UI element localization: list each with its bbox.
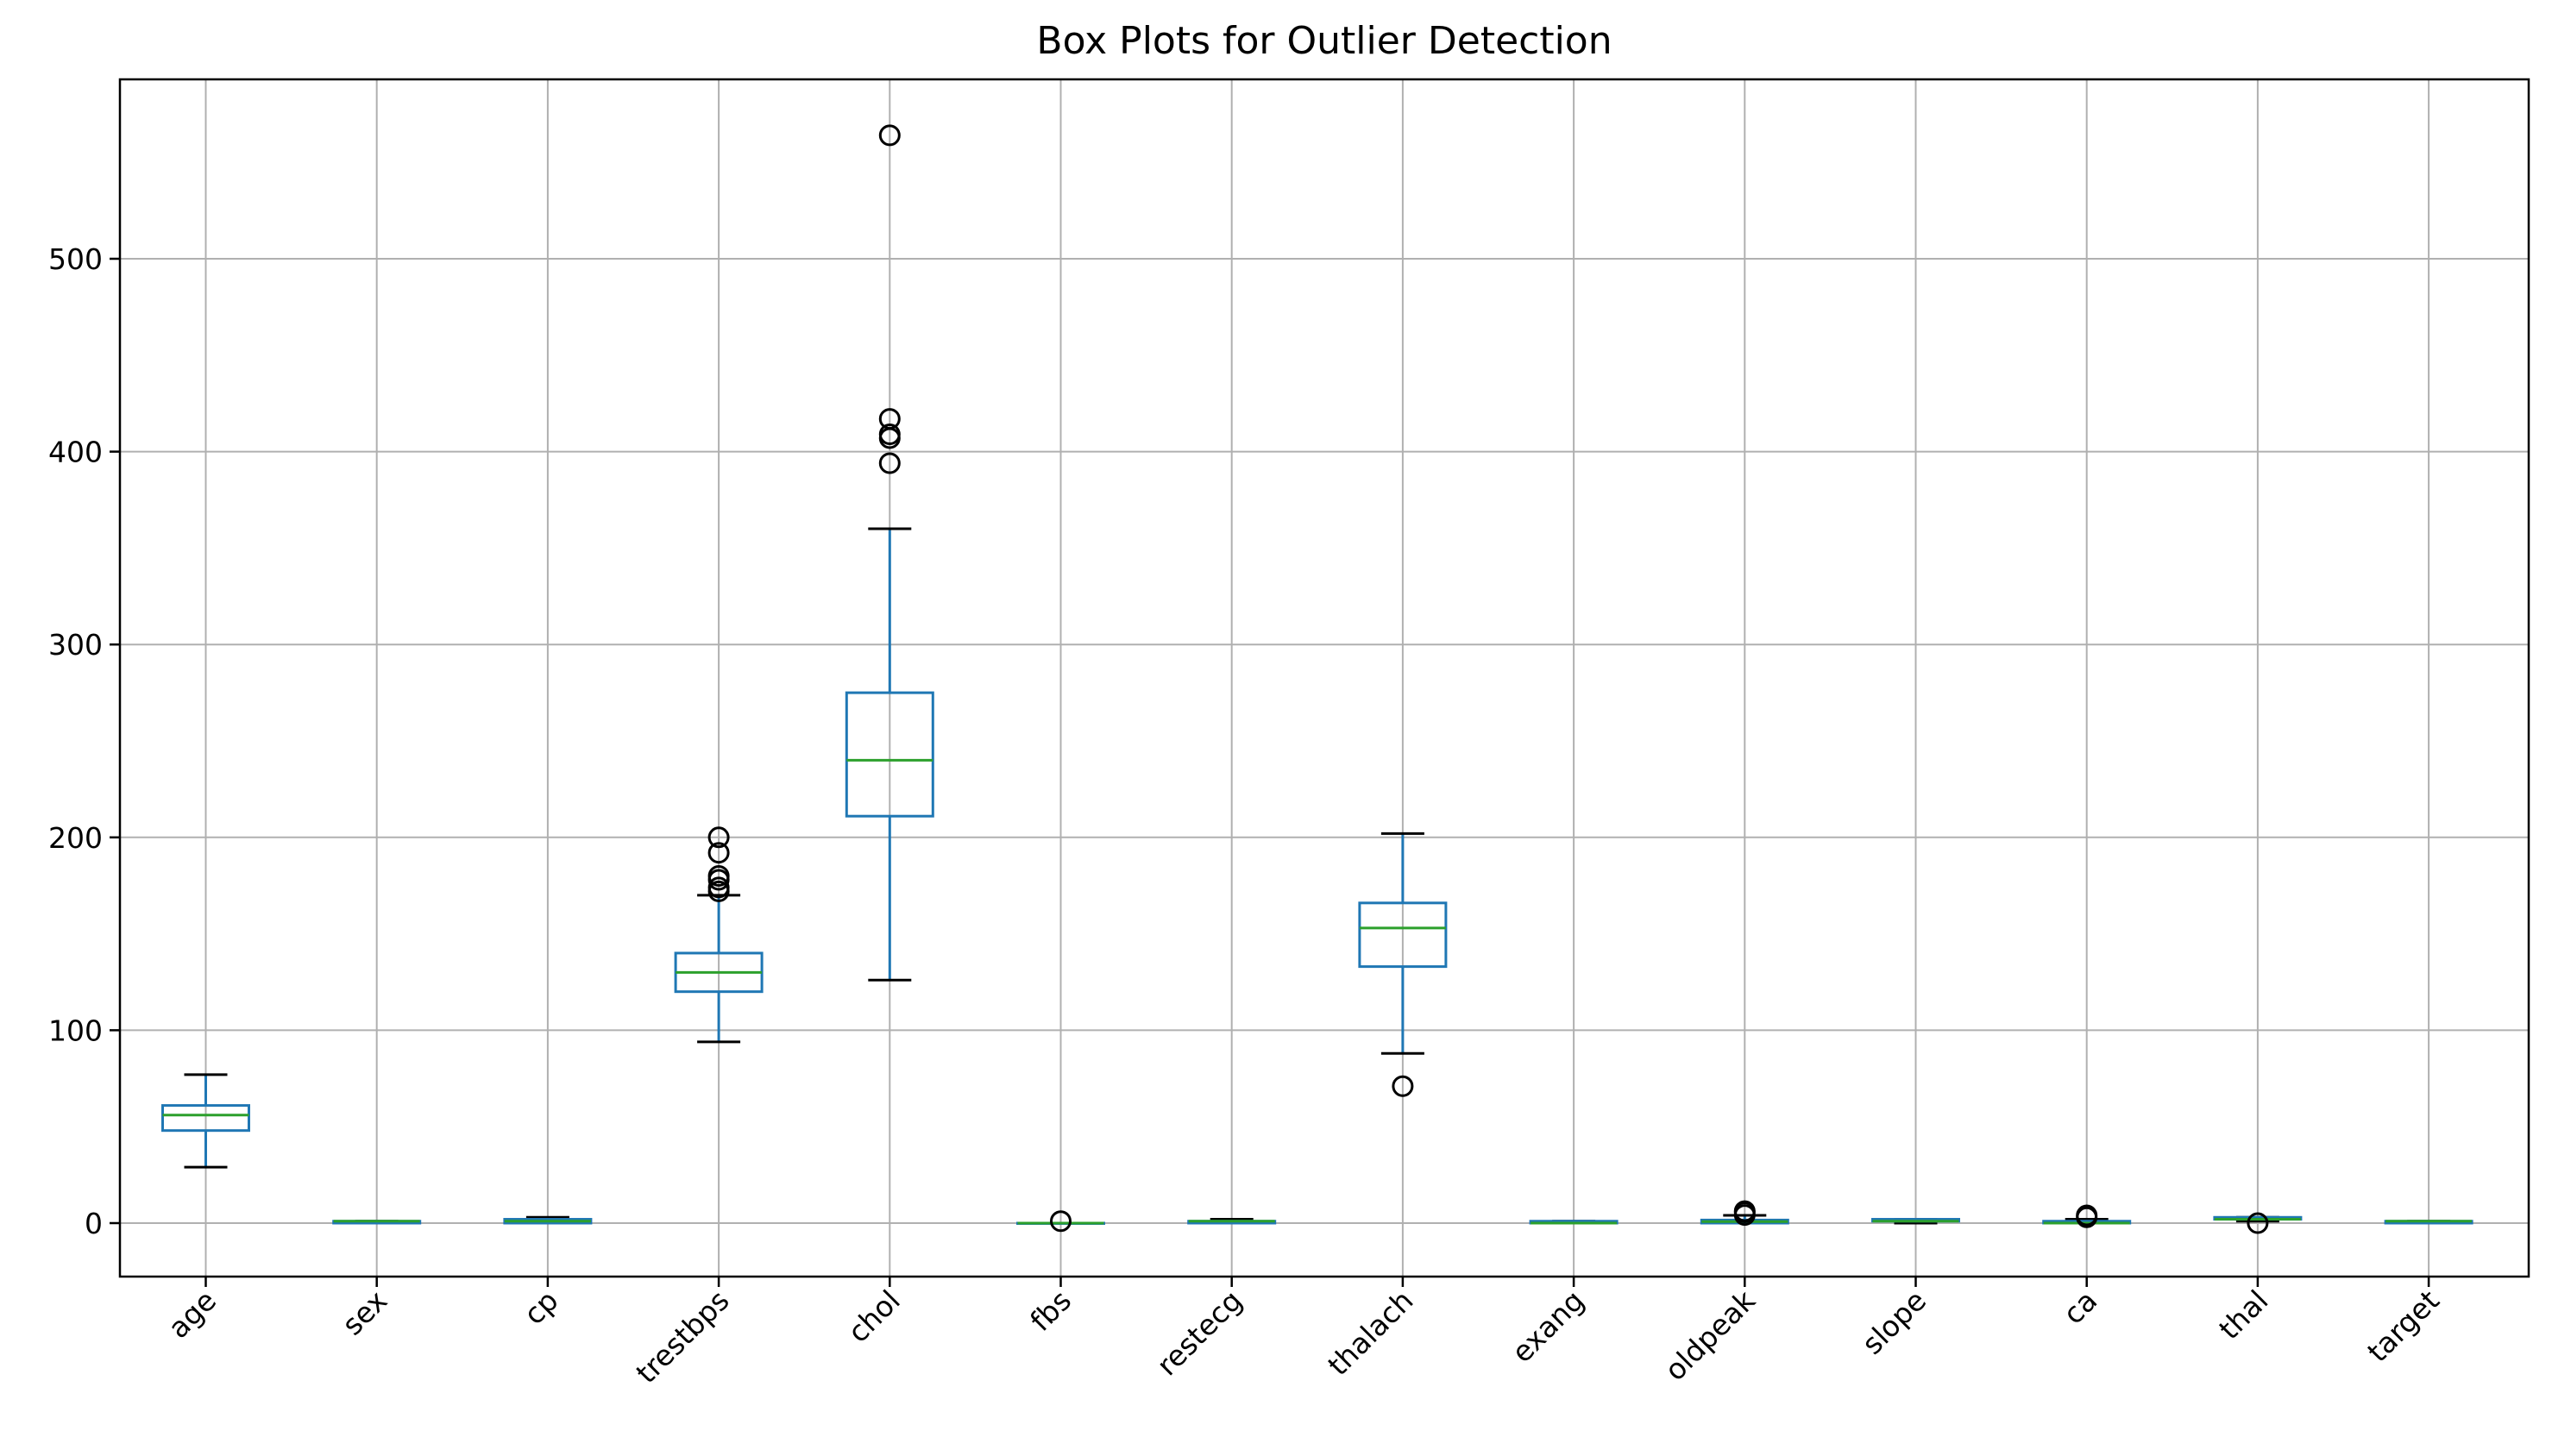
iqr-box — [161, 1104, 250, 1133]
box-target — [2384, 1220, 2473, 1225]
iqr-box — [1358, 901, 1448, 969]
y-tick-label: 200 — [48, 821, 103, 855]
outlier-point — [878, 452, 901, 474]
outlier-point — [1733, 1200, 1756, 1222]
box-plots — [161, 124, 2473, 1234]
y-tick-label: 0 — [85, 1207, 103, 1240]
iqr-box — [845, 691, 934, 818]
box-slope — [1871, 1218, 1960, 1225]
outlier-point — [707, 876, 730, 899]
outlier-point — [878, 408, 901, 430]
box-restecg — [1187, 1218, 1277, 1225]
outlier-point — [707, 865, 730, 888]
outlier-point — [707, 842, 730, 864]
y-axis: 0 100 200 300 400 500 — [48, 242, 120, 1240]
box-exang — [1529, 1220, 1619, 1225]
box-thalach — [1358, 832, 1448, 1097]
box-age — [161, 1073, 250, 1169]
outlier-point — [878, 423, 901, 445]
y-tick-label: 300 — [48, 628, 103, 662]
box-trestbps — [674, 826, 764, 1044]
box-chol — [845, 124, 934, 982]
box-thal — [2213, 1212, 2303, 1234]
y-tick-label: 100 — [48, 1014, 103, 1047]
outlier-point — [1050, 1210, 1072, 1233]
box-fbs — [1016, 1210, 1105, 1233]
box-ca — [2042, 1204, 2132, 1228]
outlier-point — [1392, 1075, 1414, 1097]
box-sex — [332, 1220, 422, 1225]
y-tick-label: 400 — [48, 436, 103, 469]
box-oldpeak — [1700, 1200, 1789, 1227]
plot-frame — [118, 78, 2530, 1278]
outlier-point — [878, 124, 901, 147]
box-cp — [503, 1215, 593, 1225]
y-tick-label: 500 — [48, 242, 103, 276]
outlier-point — [707, 826, 730, 849]
outlier-point — [2247, 1212, 2269, 1234]
outlier-point — [2076, 1204, 2098, 1227]
chart-title: Box Plots for Outlier Detection — [1036, 19, 1612, 63]
